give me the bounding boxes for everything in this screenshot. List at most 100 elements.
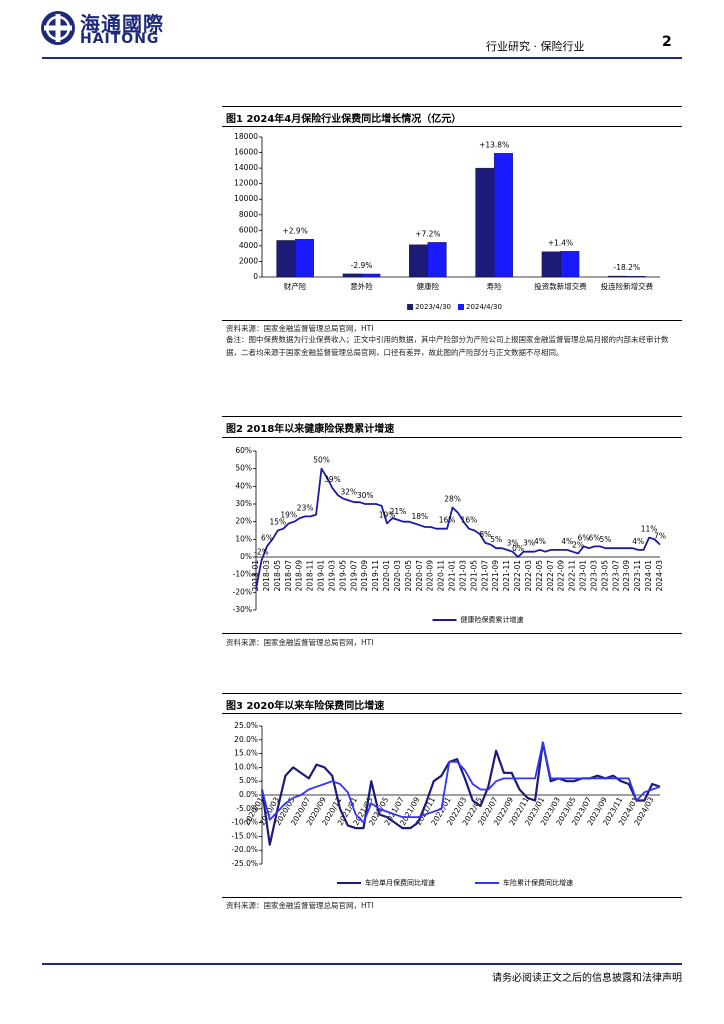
legend-swatch [458, 304, 464, 310]
bar [361, 273, 381, 278]
y-tick-label: 12000 [234, 179, 258, 188]
rule [222, 106, 682, 107]
bar [342, 273, 362, 278]
y-tick-label: -20.0% [231, 845, 258, 854]
note: 备注：图中保费数据为行业保费收入；正文中引用的数据，其中产险部分为产险公司上报国… [226, 335, 669, 357]
footer-rule [42, 963, 682, 965]
y-tick-label: 10% [235, 534, 252, 543]
x-tick-label: 2018-11 [306, 560, 315, 592]
growth-label: +1.4% [548, 238, 573, 247]
legend-label: 2024/4/30 [466, 303, 502, 311]
x-tick-label: 财产险 [284, 281, 307, 291]
x-tick-label: 健康险 [417, 281, 440, 291]
rule [222, 416, 682, 417]
data-label: 4% [632, 537, 644, 546]
data-label: 50% [313, 456, 330, 465]
y-tick-label: -25.0% [231, 859, 258, 868]
x-tick-label: 2023-09 [622, 560, 631, 592]
y-tick-label: 0% [240, 552, 252, 561]
data-label: 8% [479, 530, 491, 539]
y-tick-label: 5.0% [239, 776, 258, 785]
y-tick-label: 0 [253, 272, 258, 281]
y-tick-label: 14000 [234, 163, 258, 172]
data-label: -2% [254, 548, 269, 557]
section: 行业研究 · 保险行业 [486, 40, 585, 53]
line [255, 467, 661, 589]
x-tick-label: 2023-03 [589, 560, 598, 592]
x-tick-label: 2022-11 [568, 560, 577, 592]
x-tick-label: 2021-07 [480, 560, 489, 592]
x-tick-label: 2018-07 [284, 560, 293, 592]
y-tick-label: -20% [233, 587, 252, 596]
x-tick-label: 2021-03 [458, 560, 467, 592]
bar [541, 251, 561, 278]
y-tick-label: -10.0% [231, 818, 258, 827]
line [260, 741, 661, 846]
data-label: 15% [270, 518, 287, 527]
x-tick-label: 2020-09 [426, 560, 435, 592]
rule [222, 713, 682, 714]
rule [222, 633, 682, 634]
y-tick-label: 16000 [234, 148, 258, 157]
bar [475, 167, 495, 278]
page-number: 2 [662, 34, 672, 50]
growth-label: -2.9% [351, 261, 373, 270]
figure-title: 图3 2020年以来车险保费同比增速 [226, 701, 385, 712]
header-rule [42, 57, 682, 59]
x-tick-label: 2022-01 [513, 560, 522, 592]
rule [222, 437, 682, 438]
logo-cn: 海通國際 [80, 12, 164, 36]
x-tick-label: 2023-01 [579, 560, 588, 592]
x-tick-label: 2019-11 [371, 560, 380, 592]
x-tick-label: 2021-01 [448, 560, 457, 592]
bar [427, 242, 447, 278]
figure-title: 图2 2018年以来健康险保费累计增速 [226, 424, 395, 435]
x-tick-label: 2019-09 [360, 560, 369, 592]
data-label: 16% [461, 516, 478, 525]
y-tick-label: 10.0% [234, 762, 258, 771]
x-tick-label: 2022-05 [535, 560, 544, 592]
data-label: 2% [572, 540, 584, 549]
data-label: 6% [578, 533, 590, 542]
legend-label: 车险累计保费同比增速 [503, 878, 573, 887]
disclaimer: 请务必阅读正文之后的信息披露和法律声明 [492, 973, 682, 984]
legend-label: 健康险保费累计增速 [461, 615, 524, 624]
bar [560, 251, 580, 278]
x-tick-label: 2023-07 [611, 560, 620, 592]
x-tick-label: 2018-05 [273, 560, 282, 592]
x-tick-label: 2019-01 [317, 560, 326, 592]
data-label: 19% [379, 510, 396, 519]
data-label: 16% [439, 516, 456, 525]
growth-label: +13.8% [479, 140, 509, 149]
figure-title: 图1 2024年4月保险行业保费同比增长情况（亿元） [226, 114, 462, 125]
y-tick-label: 20.0% [234, 735, 258, 744]
x-tick-label: 2024-03 [655, 560, 664, 592]
x-tick-label: 2022-09 [557, 560, 566, 592]
x-tick-label: 2022-07 [546, 560, 555, 592]
source: 资料来源：国家金融监督管理总局官网，HTI [226, 324, 374, 333]
y-tick-label: -5.0% [236, 804, 258, 813]
bar [294, 239, 314, 278]
rule [222, 320, 682, 321]
bar [493, 153, 513, 278]
data-label: 4% [561, 537, 573, 546]
x-tick-label: 2018-03 [262, 560, 271, 592]
data-label: 19% [280, 510, 297, 519]
y-tick-label: 4000 [239, 241, 258, 250]
data-label: 6% [589, 533, 601, 542]
bar [409, 244, 429, 278]
x-tick-label: 2018-01 [251, 560, 260, 592]
y-tick-label: 15.0% [234, 749, 258, 758]
x-tick-label: 2019-05 [338, 560, 347, 592]
legend-label: 2023/4/30 [415, 303, 451, 311]
bar [608, 275, 628, 278]
data-label: 28% [444, 495, 461, 504]
data-label: 18% [411, 512, 428, 521]
data-label: 4% [534, 537, 546, 546]
x-tick-label: 2020-03 [393, 560, 402, 592]
logo-icon [41, 11, 75, 45]
y-tick-label: -15.0% [231, 831, 258, 840]
y-tick-label: 60% [235, 446, 252, 455]
